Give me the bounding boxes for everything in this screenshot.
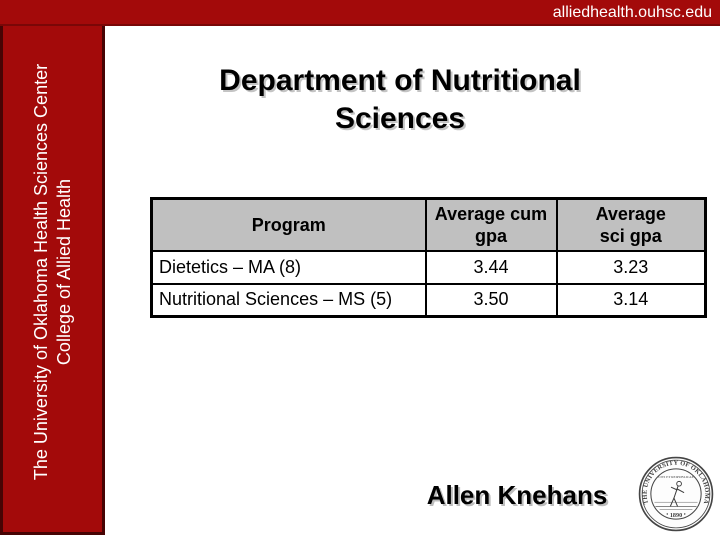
gpa-table: Program Average cum gpa Average sci gpa … <box>150 197 707 318</box>
cell-program: Nutritional Sciences – MS (5) <box>150 282 427 318</box>
sidebar-line-university: The University of Oklahoma Health Scienc… <box>31 63 51 481</box>
seal-year: 1890 <box>670 513 682 519</box>
cell-avg-sci-gpa: 3.23 <box>555 249 707 285</box>
top-bar: alliedhealth.ouhsc.edu <box>0 0 720 26</box>
page-title-line2: Sciences <box>334 102 466 135</box>
university-seal-icon: THE UNIVERSITY OF OKLAHOMA CIVI ET REIPU… <box>638 456 714 532</box>
col-header-program: Program <box>150 197 427 252</box>
seal-ground-lines <box>654 502 698 510</box>
author-name: Allen Knehans <box>426 480 608 510</box>
col-header-avg-cum-gpa: Average cum gpa <box>424 197 558 252</box>
cell-program: Dietetics – MA (8) <box>150 249 427 285</box>
col-header-avg-sci-gpa: Average sci gpa <box>555 197 707 252</box>
cell-avg-sci-gpa: 3.14 <box>555 282 707 318</box>
sidebar-line-college: College of Allied Health <box>54 178 74 366</box>
seal-motto: CIVI ET REIPUBLICAE <box>658 475 694 479</box>
cell-avg-cum-gpa: 3.44 <box>424 249 558 285</box>
cell-avg-cum-gpa: 3.50 <box>424 282 558 318</box>
sidebar <box>0 0 105 535</box>
page-title-line1: Department of Nutritional <box>219 64 581 97</box>
table-row: Nutritional Sciences – MS (5) 3.50 3.14 <box>150 282 707 318</box>
table-row: Dietetics – MA (8) 3.44 3.23 <box>150 249 707 285</box>
sidebar-text: The University of Oklahoma Health Scienc… <box>30 12 76 532</box>
top-bar-url: alliedhealth.ouhsc.edu <box>552 4 712 21</box>
page-title: Department of Nutritional Sciences <box>85 62 715 138</box>
table-header-row: Program Average cum gpa Average sci gpa <box>150 197 707 252</box>
